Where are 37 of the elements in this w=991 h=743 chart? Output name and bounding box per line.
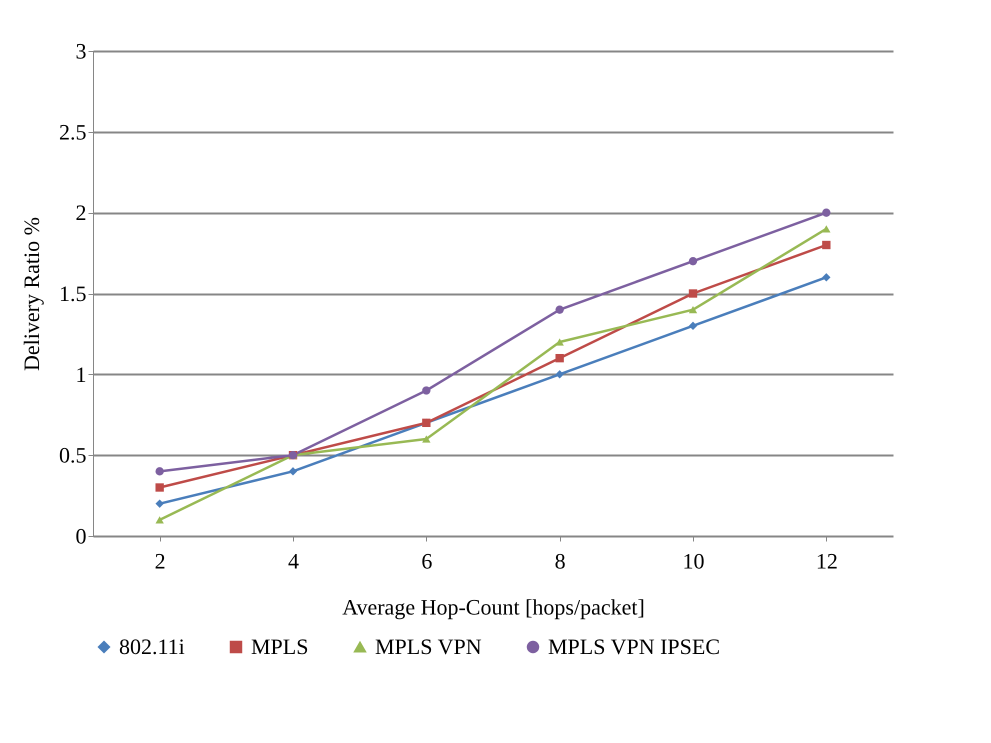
point bbox=[688, 289, 698, 298]
x-tick-label: 8 bbox=[554, 548, 566, 574]
point bbox=[422, 435, 431, 443]
y-tick-label: 0.5 bbox=[59, 442, 86, 468]
x-axis-title: Average Hop-Count [hops/packet] bbox=[342, 594, 645, 620]
point bbox=[688, 306, 698, 314]
y-axis-title: Delivery Ratio % bbox=[19, 217, 44, 371]
point bbox=[422, 386, 431, 395]
x-tick-label: 4 bbox=[288, 548, 299, 574]
legend-label: MPLS VPN IPSEC bbox=[548, 634, 720, 659]
y-tick-label: 1 bbox=[76, 362, 86, 387]
y-tick-label: 2.5 bbox=[59, 119, 86, 144]
point bbox=[822, 225, 831, 232]
point bbox=[288, 467, 298, 476]
x-tick-label: 2 bbox=[154, 548, 166, 574]
y-tick-label: 3 bbox=[76, 38, 86, 64]
y-tick-label: 2 bbox=[76, 200, 86, 226]
x-tick-label: 6 bbox=[421, 548, 432, 574]
point bbox=[688, 322, 698, 330]
point bbox=[155, 516, 164, 524]
x-tick-label: 12 bbox=[816, 548, 838, 574]
point bbox=[555, 305, 564, 314]
y-tick-label: 1.5 bbox=[59, 281, 86, 306]
point bbox=[555, 354, 564, 362]
legend-label: MPLS bbox=[251, 634, 308, 659]
point bbox=[822, 240, 831, 250]
point bbox=[688, 256, 698, 266]
point bbox=[555, 370, 564, 379]
point bbox=[155, 467, 164, 476]
point bbox=[822, 208, 831, 217]
legend-label: MPLS VPN bbox=[375, 634, 482, 659]
y-tick-label: 0 bbox=[76, 524, 86, 548]
point bbox=[822, 273, 831, 282]
x-tick-label: 10 bbox=[682, 548, 704, 574]
point bbox=[155, 483, 164, 492]
legend-label: 802.11i bbox=[119, 634, 185, 659]
point bbox=[155, 499, 164, 508]
